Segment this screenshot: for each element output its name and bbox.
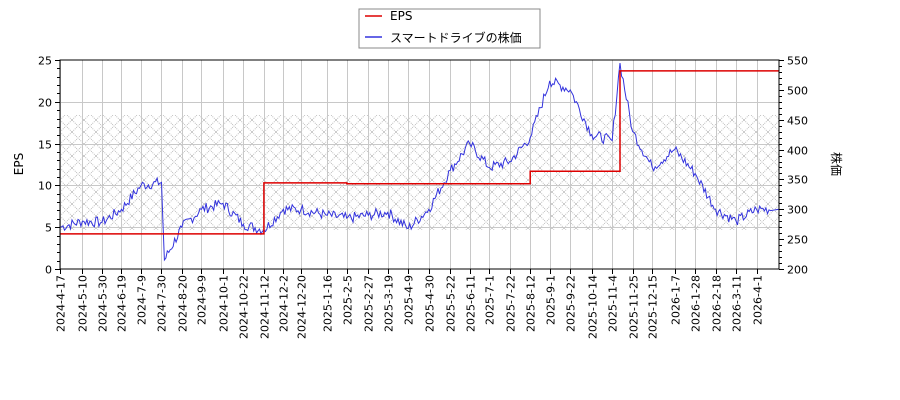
x-tick-label: 2024-6-19 bbox=[116, 275, 129, 332]
x-tick-label: 2024-12-2 bbox=[278, 275, 291, 332]
legend: EPS スマートドライブの株価 bbox=[358, 8, 541, 49]
x-tick-label: 2024-7-30 bbox=[156, 275, 169, 332]
x-tick-label: 2025-11-25 bbox=[628, 275, 641, 339]
x-tick-label: 2026-1-7 bbox=[670, 275, 683, 325]
x-tick-label: 2025-1-16 bbox=[322, 275, 335, 332]
right-axis: 200 250 300 350 400 450 500 550 bbox=[779, 55, 808, 277]
left-axis: 0 5 10 15 20 25 bbox=[38, 55, 60, 277]
x-tick-label: 2024-7-9 bbox=[136, 275, 149, 325]
x-tick-label: 2025-4-9 bbox=[403, 275, 416, 325]
x-tick-label: 2025-10-14 bbox=[587, 275, 600, 339]
left-tick-label: 5 bbox=[45, 222, 52, 235]
eps-line bbox=[60, 70, 779, 235]
x-tick-label: 2025-3-19 bbox=[383, 275, 396, 332]
left-tick-label: 25 bbox=[38, 55, 52, 68]
left-tick-label: 0 bbox=[45, 264, 52, 277]
x-tick-label: 2025-12-15 bbox=[647, 275, 660, 339]
x-tick-label: 2025-4-30 bbox=[424, 275, 437, 332]
left-axis-title: EPS bbox=[12, 153, 26, 175]
left-tick-label: 10 bbox=[38, 180, 52, 193]
left-tick-label: 20 bbox=[38, 97, 52, 110]
legend-eps-label: EPS bbox=[390, 9, 412, 23]
shaded-band bbox=[60, 115, 779, 230]
x-tick-label: 2024-10-1 bbox=[218, 275, 231, 332]
left-tick-label: 15 bbox=[38, 139, 52, 152]
x-tick-label: 2024-10-22 bbox=[238, 275, 251, 339]
right-axis-title: 株価 bbox=[829, 152, 844, 176]
x-tick-label: 2025-5-22 bbox=[445, 275, 458, 332]
right-tick-label: 350 bbox=[787, 174, 808, 187]
right-tick-label: 450 bbox=[787, 115, 808, 128]
x-tick-label: 2024-4-17 bbox=[55, 275, 68, 332]
x-tick-label: 2025-9-22 bbox=[565, 275, 578, 332]
x-tick-label: 2025-9-1 bbox=[545, 275, 558, 325]
right-tick-label: 250 bbox=[787, 234, 808, 247]
x-tick-label: 2024-5-30 bbox=[97, 275, 110, 332]
price-line bbox=[59, 62, 780, 262]
x-tick-label: 2024-12-20 bbox=[296, 275, 309, 339]
x-tick-label: 2024-11-12 bbox=[259, 275, 272, 339]
x-tick-label: 2025-7-1 bbox=[484, 275, 497, 325]
x-tick-label: 2024-8-20 bbox=[177, 275, 190, 332]
right-tick-label: 300 bbox=[787, 204, 808, 217]
right-tick-label: 200 bbox=[787, 264, 808, 277]
plot-area bbox=[59, 59, 780, 270]
x-tick-label: 2025-11-4 bbox=[607, 275, 620, 332]
right-tick-label: 400 bbox=[787, 145, 808, 158]
right-tick-label: 500 bbox=[787, 85, 808, 98]
x-tick-label: 2026-4-1 bbox=[752, 275, 765, 325]
x-tick-label: 2025-2-5 bbox=[342, 275, 355, 325]
x-tick-label: 2025-8-12 bbox=[525, 275, 538, 332]
x-tick-label: 2025-7-22 bbox=[505, 275, 518, 332]
x-tick-label: 2025-2-27 bbox=[363, 275, 376, 332]
x-axis: 2024-4-17 2024-5-10 2024-5-30 2024-6-19 2024… bbox=[55, 269, 765, 339]
x-tick-label: 2026-1-28 bbox=[690, 275, 703, 332]
x-tick-label: 2026-3-11 bbox=[731, 275, 744, 332]
legend-price-label: スマートドライブの株価 bbox=[390, 30, 522, 45]
x-tick-label: 2026-2-18 bbox=[711, 275, 724, 332]
x-tick-label: 2025-6-11 bbox=[465, 275, 478, 332]
x-tick-label: 2024-5-10 bbox=[77, 275, 90, 332]
x-tick-label: 2024-9-9 bbox=[196, 275, 209, 325]
right-tick-label: 550 bbox=[787, 55, 808, 68]
